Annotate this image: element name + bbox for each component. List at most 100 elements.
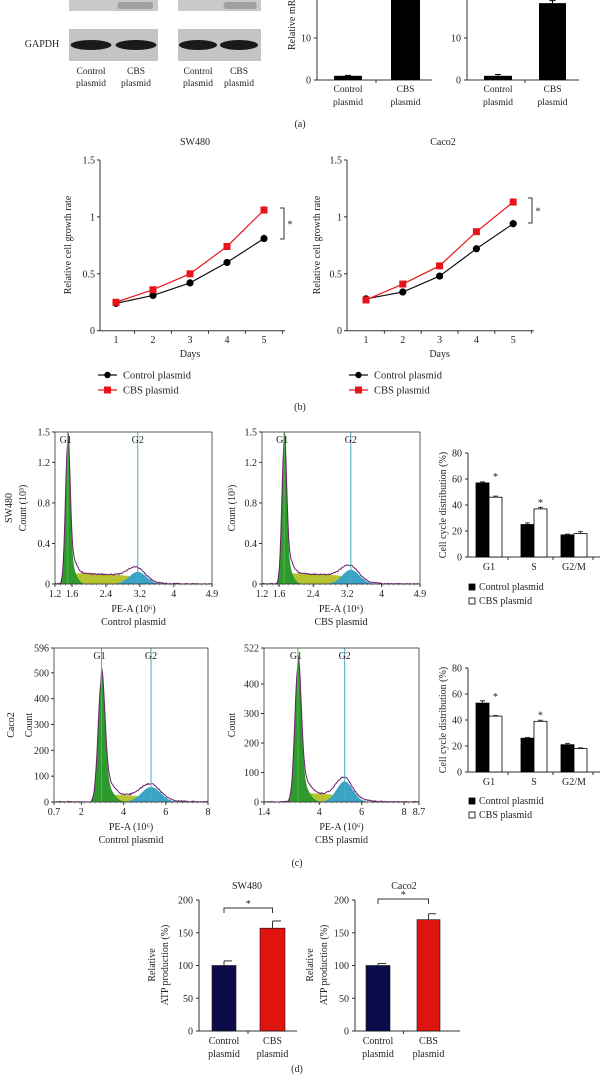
y-tick-label: 80	[452, 664, 462, 675]
y-tick-label: 1	[337, 212, 342, 223]
atp-bar-chart-caco2: Caco2 0 50 100 150 200 Relative ATP production …	[305, 881, 460, 1060]
category-label: plasmid	[390, 98, 420, 108]
x-tick-label: 1.4	[258, 807, 271, 818]
plot-frame	[54, 431, 213, 585]
caption-label: Control plasmid	[101, 617, 166, 628]
cbs-bar	[488, 496, 503, 558]
y-tick-label: 100	[334, 961, 349, 972]
cbs-bar	[573, 748, 588, 773]
category-label: S	[531, 777, 537, 788]
legend-label: Control plasmid	[479, 582, 544, 593]
y-tick-label: 20	[452, 527, 462, 538]
cbs-band	[117, 2, 154, 9]
series-line	[365, 201, 514, 301]
y-tick-label: 150	[178, 928, 193, 939]
atp-bar-chart-sw480: SW480 0 50 100 150 200 Relative ATP production …	[147, 881, 297, 1060]
lane-label: Control	[76, 67, 105, 77]
lane-label: plasmid	[183, 79, 213, 89]
x-tick-label: 2.4	[100, 589, 113, 600]
lane-label: Control	[183, 67, 212, 77]
y-axis-label: ATP production (%)	[319, 925, 330, 1006]
x-tick-label: 3	[437, 335, 442, 346]
cbs-bar	[416, 919, 441, 1032]
g2-peak-area	[264, 781, 419, 802]
x-axis-label: PE-A (10⁶)	[319, 822, 363, 833]
cbs-point	[436, 262, 444, 270]
g2-label: G2	[145, 651, 157, 662]
x-tick-label: 6	[163, 807, 168, 818]
caption-label: Control plasmid	[99, 835, 164, 846]
control-bar	[560, 534, 575, 558]
cbs-point	[186, 270, 194, 278]
g1-peak-area	[264, 655, 419, 802]
cbs-band	[223, 2, 257, 9]
significance-bracket	[528, 197, 533, 224]
y-tick-label: 0.8	[245, 498, 258, 509]
control-bar	[211, 965, 237, 1032]
panel-label: (d)	[291, 1064, 303, 1075]
category-label: Control	[483, 85, 512, 95]
y-tick-label: 0	[457, 553, 462, 564]
control-bar	[520, 524, 535, 558]
control-point	[399, 288, 407, 296]
histogram-outline	[263, 655, 419, 803]
x-tick-label: 1.6	[66, 589, 79, 600]
bar	[391, 0, 420, 80]
growth-line-chart-sw480: SW480 0 0.5 1 1.5 1 2 3 4 5 Days Relative cell grow…	[63, 137, 293, 397]
y-axis-label: Cell cycle distribution (%)	[438, 452, 449, 558]
significance-star: *	[538, 498, 543, 509]
lane-label: plasmid	[224, 79, 254, 89]
legend-swatch	[468, 811, 476, 819]
y-tick-label: 40	[452, 716, 462, 727]
y-tick-label: 200	[244, 738, 259, 749]
lane-label: CBS	[230, 67, 248, 77]
plot-frame	[263, 647, 420, 803]
legend-label: Control plasmid	[123, 371, 192, 382]
y-axis-label: Relative	[147, 948, 158, 982]
y-tick-label: 1.5	[330, 156, 343, 167]
y-tick-label: 200	[178, 896, 193, 907]
x-tick-label: 4	[171, 589, 176, 600]
cbs-point	[149, 286, 157, 294]
y-tick-label: 0.5	[83, 269, 96, 280]
y-tick-label: 100	[34, 772, 49, 783]
y-tick-label: 0.4	[38, 539, 51, 550]
y-tick-label: 500	[34, 668, 49, 679]
legend-swatch	[468, 583, 476, 591]
legend-label: CBS plasmid	[479, 596, 532, 607]
g2-label: G2	[345, 435, 357, 446]
y-axis-label: Count (10³)	[18, 485, 29, 532]
category-label: plasmid	[333, 98, 363, 108]
y-tick-label: 0	[337, 326, 342, 337]
y-tick-label: 0	[457, 768, 462, 779]
y-tick-label: 1.2	[38, 458, 51, 469]
lane-label: plasmid	[121, 79, 151, 89]
significance-star: *	[246, 899, 251, 910]
flow-histogram: G1 G2 0 100 200 300 400 522 1.4 4 6 8 8.7 PE-A (10⁶) C…	[227, 644, 425, 847]
x-tick-label: 5	[511, 335, 516, 346]
x-tick-label: 2	[151, 335, 156, 346]
x-tick-label: 4	[379, 589, 384, 600]
x-tick-label: 3.2	[134, 589, 147, 600]
category-label: S	[531, 562, 537, 573]
significance-bracket	[377, 898, 429, 904]
x-tick-label: 5	[262, 335, 267, 346]
y-tick-label: 20	[452, 742, 462, 753]
category-label: plasmid	[208, 1049, 240, 1060]
category-label: Control	[363, 1036, 394, 1047]
y-tick-label: 0	[306, 76, 311, 87]
x-tick-label: 2	[400, 335, 405, 346]
y-tick-label: 1.2	[245, 458, 258, 469]
blot-1: Control plasmid CBS plasmid	[69, 0, 158, 89]
y-tick-label: 0	[90, 326, 95, 337]
y-axis-label: Count	[24, 713, 35, 738]
x-tick-label: 2	[79, 807, 84, 818]
y-tick-label: 300	[244, 709, 259, 720]
legend-marker	[355, 371, 362, 379]
cbs-blot-band-area	[178, 0, 261, 11]
caption-label: CBS plasmid	[315, 835, 368, 846]
legend-label: CBS plasmid	[123, 386, 179, 397]
control-point	[509, 220, 517, 228]
legend-marker	[104, 371, 111, 379]
